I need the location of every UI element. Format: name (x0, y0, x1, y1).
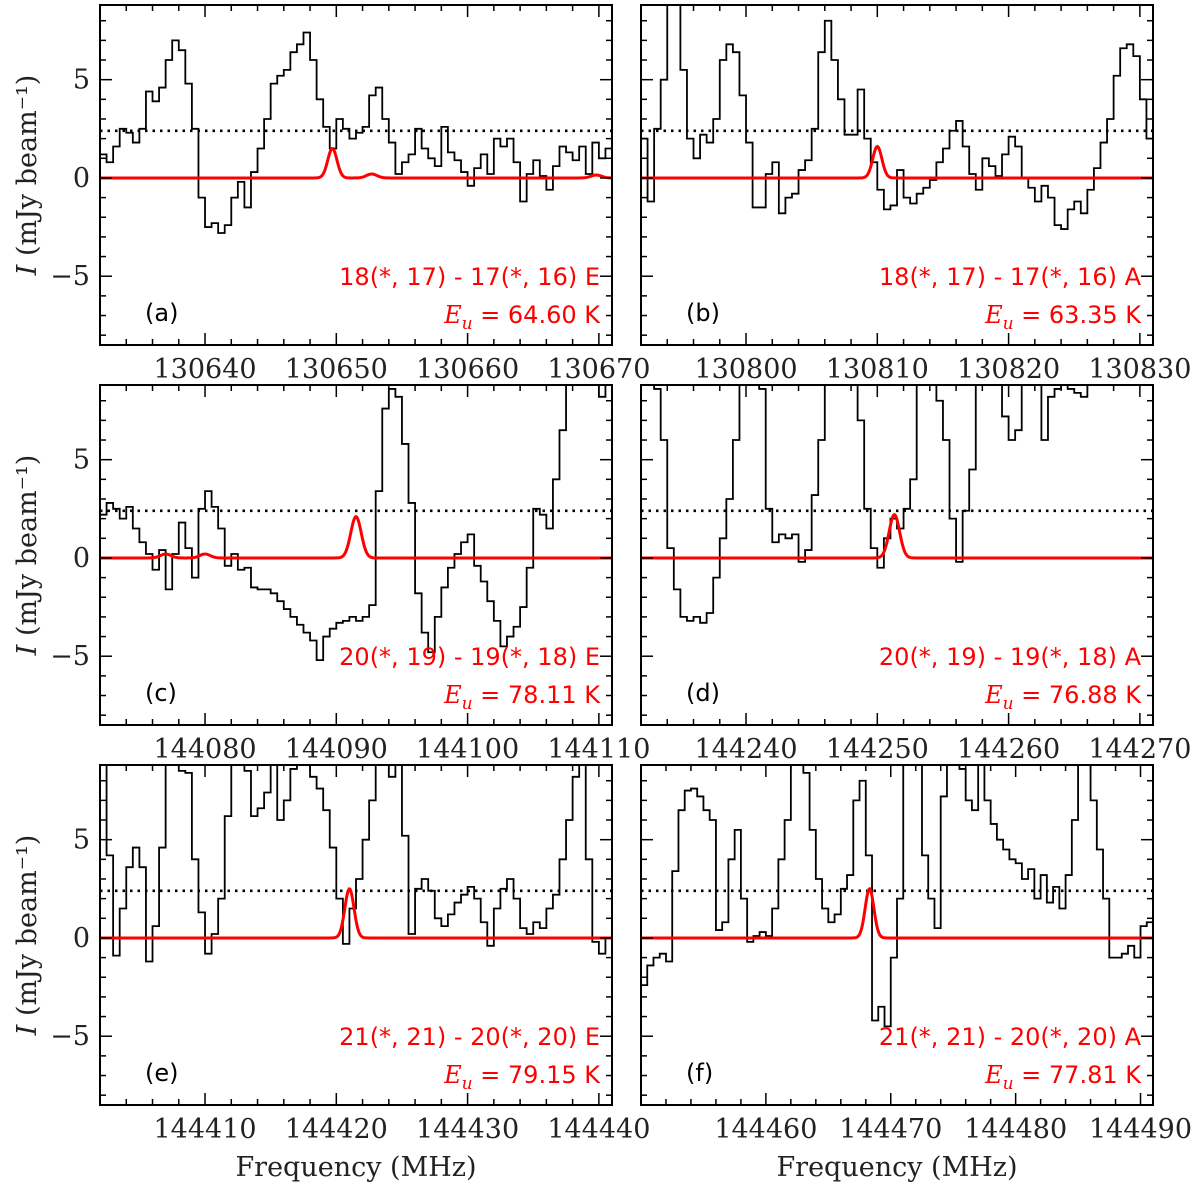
x-tick-label: 144440 (547, 1114, 650, 1145)
upper-energy-label: Eu = 77.81 K (984, 1061, 1142, 1094)
y-tick-label: −5 (50, 261, 90, 292)
x-tick-label: 144430 (416, 1114, 519, 1145)
panel-frame (640, 4, 1154, 346)
observed-spectrum (641, 765, 1153, 1028)
panel-frame (640, 764, 1154, 1106)
x-axis-label-right: Frequency (MHz) (776, 1152, 1017, 1183)
panel-a: −5 0 5 130640 130650 130660 130670 (a) 18(*, 17)… (50, 4, 650, 385)
x-tick-label: 144420 (285, 1114, 388, 1145)
y-tick-label: −5 (50, 1021, 90, 1052)
x-tick-label: 130640 (153, 354, 256, 385)
panel-b: 130800 130810 130820 130830 (b) 18(*, 17) - 1… (640, 4, 1191, 385)
panel-letter: (a) (145, 299, 178, 327)
y-axis-label-row-2: I (mJy beam⁻¹) (12, 455, 43, 657)
panels: −5 0 5 130640 130650 130660 130670 (a) 18(*, 17)… (50, 4, 1192, 1145)
y-tick-label: 0 (73, 163, 90, 194)
x-tick-label: 130650 (285, 354, 388, 385)
upper-energy-label: Eu = 76.88 K (984, 681, 1142, 714)
transition-label: 20(*, 19) - 19(*, 18) A (879, 643, 1142, 671)
panel-d: 144240 144250 144260 144270 (d) 20(*, 19) - 1… (640, 384, 1191, 765)
y-tick-label: 5 (73, 445, 90, 476)
y-tick-label: 5 (73, 825, 90, 856)
panel-frame (99, 4, 613, 346)
observed-spectrum (641, 385, 1101, 624)
x-tick-label: 144480 (964, 1114, 1067, 1145)
panel-e: −5 0 5 144410 144420 144430 144440 (e) 21(*, 21)… (50, 764, 650, 1145)
transition-label: 18(*, 17) - 17(*, 16) A (879, 263, 1142, 291)
x-tick-label: 144090 (285, 734, 388, 765)
x-tick-label: 144240 (694, 734, 797, 765)
x-tick-label: 144270 (1088, 734, 1191, 765)
x-tick-label: 130670 (547, 354, 650, 385)
model-spectrum (641, 144, 1153, 180)
transition-label: 21(*, 21) - 20(*, 20) A (879, 1023, 1142, 1051)
panel-letter: (f) (686, 1059, 713, 1087)
transition-label: 18(*, 17) - 17(*, 16) E (339, 263, 600, 291)
y-tick-label: 0 (73, 543, 90, 574)
y-axis-label-row-3: I (mJy beam⁻¹) (12, 835, 43, 1037)
panel-letter: (e) (145, 1059, 179, 1087)
upper-energy-label: Eu = 64.60 K (443, 301, 601, 334)
x-tick-label: 144080 (153, 734, 256, 765)
panel-letter: (c) (145, 679, 177, 707)
upper-energy-label: Eu = 78.11 K (443, 681, 601, 714)
x-tick-label: 144250 (826, 734, 929, 765)
panel-f: 144460 144470 144480 144490 (f) 21(*, 21) - 2… (640, 764, 1192, 1145)
y-tick-label: 0 (73, 923, 90, 954)
x-tick-label: 130660 (416, 354, 519, 385)
upper-energy-label: Eu = 63.35 K (984, 301, 1142, 334)
panel-c: −5 0 5 144080 144090 144100 144110 (c) 20(*, 19)… (50, 384, 650, 765)
model-spectrum (100, 887, 612, 940)
model-spectrum (100, 514, 612, 560)
model-spectrum (641, 886, 1153, 940)
x-tick-label: 144490 (1089, 1114, 1192, 1145)
x-tick-label: 144260 (957, 734, 1060, 765)
model-spectrum (100, 146, 612, 180)
x-tick-label: 144410 (153, 1114, 256, 1145)
y-tick-label: 5 (73, 65, 90, 96)
y-axis-label-row-1: I (mJy beam⁻¹) (12, 75, 43, 277)
model-spectrum (641, 512, 1153, 560)
observed-spectrum (100, 385, 612, 662)
transition-label: 21(*, 21) - 20(*, 20) E (339, 1023, 600, 1051)
x-tick-label: 144470 (839, 1114, 942, 1145)
transition-label: 20(*, 19) - 19(*, 18) E (339, 643, 600, 671)
panel-letter: (b) (686, 299, 720, 327)
panel-frame (640, 384, 1154, 726)
x-tick-label: 130820 (957, 354, 1060, 385)
x-tick-label: 130800 (694, 354, 797, 385)
panel-letter: (d) (686, 679, 720, 707)
panel-frame (99, 384, 613, 726)
observed-spectrum (641, 5, 1153, 230)
x-tick-label: 144110 (547, 734, 650, 765)
x-tick-label: 130810 (826, 354, 929, 385)
upper-energy-label: Eu = 79.15 K (443, 1061, 601, 1094)
x-tick-label: 130830 (1088, 354, 1191, 385)
observed-spectrum (100, 31, 612, 234)
y-tick-label: −5 (50, 641, 90, 672)
x-tick-label: 144100 (416, 734, 519, 765)
panel-frame (99, 764, 613, 1106)
observed-spectrum (105, 765, 612, 963)
x-axis-label-left: Frequency (MHz) (235, 1152, 476, 1183)
x-tick-label: 144460 (714, 1114, 817, 1145)
